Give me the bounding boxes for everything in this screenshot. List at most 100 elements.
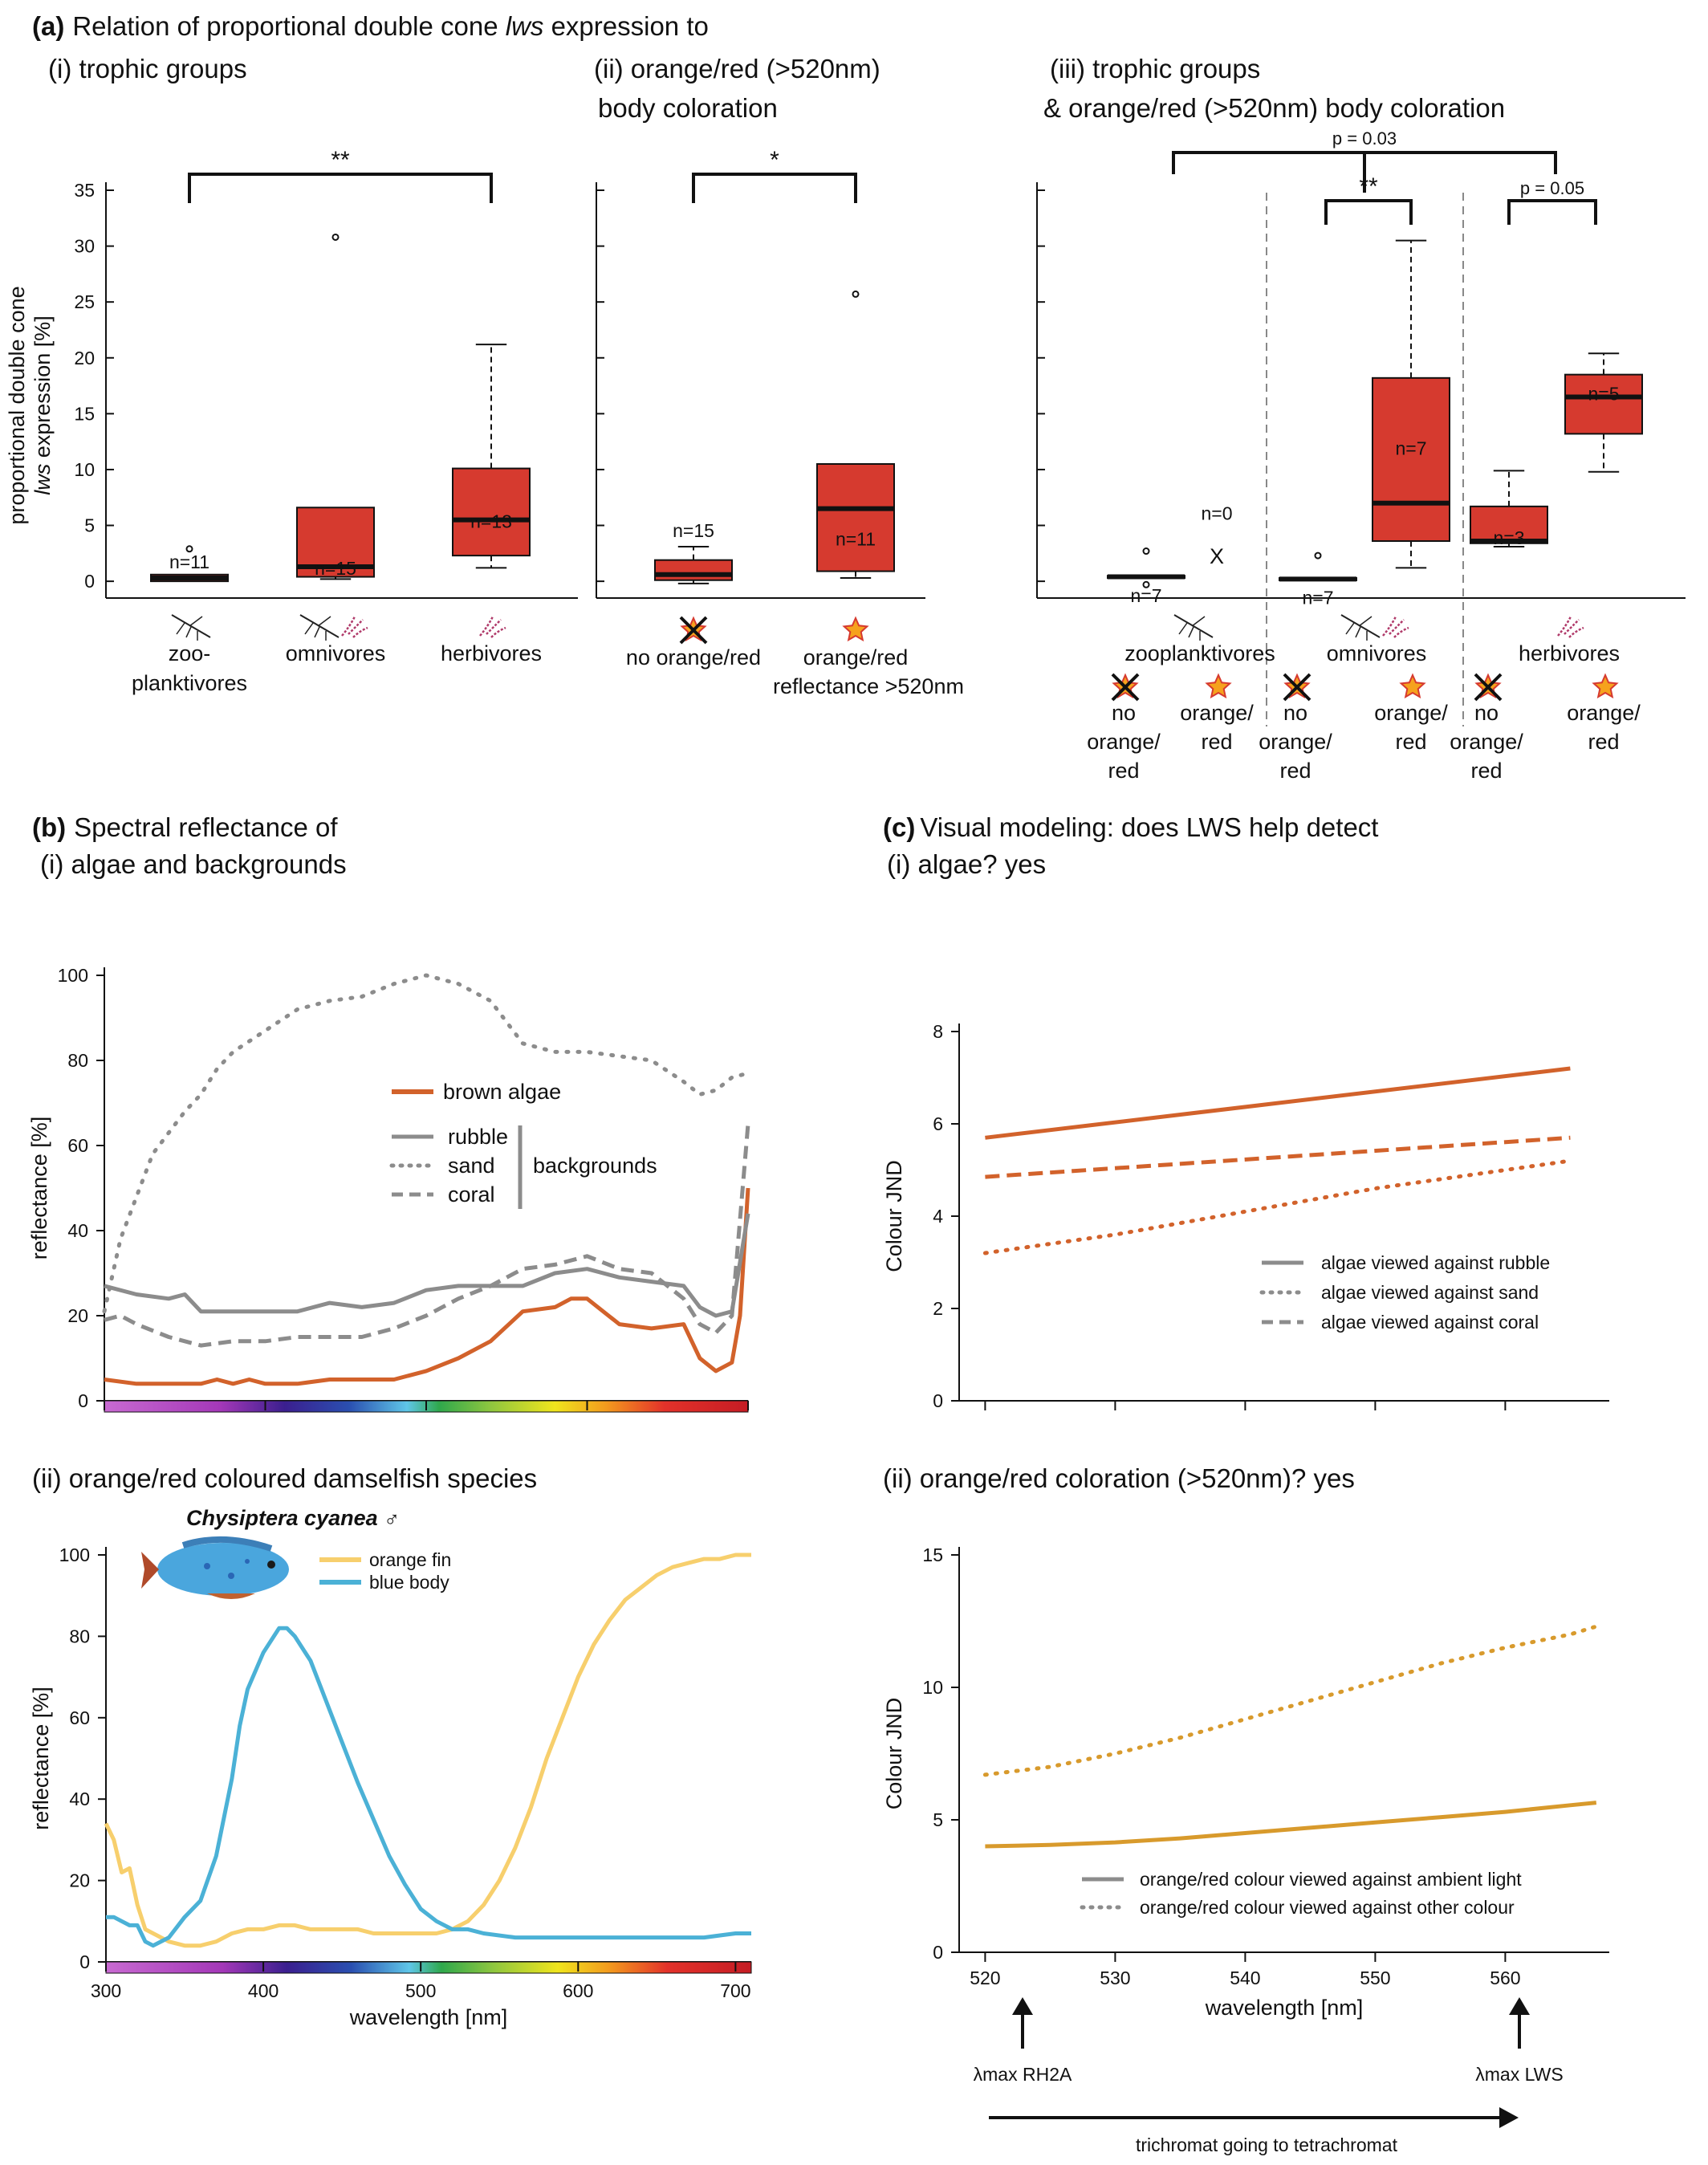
- sample-size-label: n=11: [836, 529, 876, 550]
- mosquito-icon: [299, 614, 340, 641]
- mosquito-body: [171, 614, 211, 638]
- significance-bracket: *: [692, 147, 857, 203]
- y-axis-label: reflectance [%]: [27, 1117, 51, 1260]
- y-tick-label: 10: [74, 459, 95, 480]
- sub-label-line3: red: [1279, 759, 1311, 783]
- mosquito-icon: [171, 614, 211, 641]
- species-sex-symbol: ♂: [384, 1508, 400, 1532]
- sub-label2-line2: red: [1201, 730, 1232, 754]
- box-plot: [452, 344, 531, 569]
- algae-fronds: [341, 616, 368, 638]
- sub-label-line2: orange/: [1259, 730, 1332, 754]
- mosquito-body: [1340, 614, 1381, 638]
- crossed-star-icon: [1283, 673, 1312, 702]
- panel-a-ylabel-line1: proportional double cone: [5, 286, 29, 524]
- legend-c-ii: orange/red colour viewed against ambient…: [1080, 1869, 1522, 1918]
- y-tick-label: 80: [69, 1626, 90, 1646]
- x-tick-label: 550: [1360, 1968, 1390, 1988]
- crossed-star-icon: [1474, 673, 1503, 702]
- star-icon: [1592, 673, 1619, 699]
- y-tick-label: 15: [922, 1544, 943, 1565]
- box-iqr: [1564, 373, 1643, 435]
- mosquito-leg: [304, 622, 314, 635]
- mosquito-leg: [1355, 626, 1361, 638]
- star-icon: [1205, 673, 1232, 699]
- bracket-line: [692, 173, 857, 203]
- y-tick-label: 6: [933, 1113, 943, 1134]
- mosquito-leg: [1345, 622, 1355, 635]
- series-line-orange-fin: [104, 1553, 751, 1948]
- panel-a-ylabel-lws: lws: [31, 464, 55, 495]
- x-tick-label: 520: [970, 1968, 1000, 1988]
- chart-a-ii: n=15 no orange/red n=11 orange/red reflectan…: [596, 147, 964, 698]
- chart-c-ii: 0 5 10 15 520 530 540 550 560 wavelength [nm] Colo…: [882, 1544, 1609, 2020]
- box-outlier: [185, 545, 193, 553]
- y-tick-label: 0: [933, 1942, 943, 1963]
- series-line-algae-viewed-against-sand: [982, 1158, 1572, 1255]
- y-tick-label: 30: [74, 236, 95, 257]
- y-tick-label: 20: [69, 1870, 90, 1891]
- sample-size-label: n=15: [315, 558, 356, 579]
- y-tick-label: 60: [67, 1135, 88, 1156]
- significance-bracket: p = 0.05: [1507, 178, 1597, 225]
- x-tick-label: 400: [248, 1980, 279, 2001]
- trichromat-arrow-head: [1499, 2107, 1519, 2128]
- y-axis-label: Colour JND: [882, 1160, 906, 1272]
- sub-label-line3: red: [1108, 759, 1139, 783]
- mosquito-leg: [1188, 626, 1194, 638]
- mosquito-wing: [1358, 616, 1372, 627]
- mosquito-leg: [1178, 622, 1188, 635]
- box-plot: [1470, 470, 1548, 547]
- panel-a-ii-title-line1: (ii) orange/red (>520nm): [594, 54, 880, 83]
- star-icon: [842, 616, 869, 642]
- chart-b-i: 0 20 40 60 80 100 reflectance [%]: [27, 965, 750, 1413]
- y-tick-label: 20: [67, 1305, 88, 1326]
- significance-label: **: [1359, 173, 1378, 200]
- bracket-line: [1324, 199, 1413, 225]
- y-tick-label: 0: [79, 1951, 90, 1972]
- legend-coral: coral: [448, 1182, 495, 1207]
- mosquito-icon: [1173, 614, 1214, 641]
- x-axis-label: wavelength [nm]: [349, 2005, 508, 2029]
- algae-fronds: [1557, 616, 1584, 638]
- y-tick-label: 5: [84, 515, 95, 536]
- sub-label2-line2: red: [1395, 730, 1426, 754]
- y-tick-label: 5: [933, 1809, 943, 1830]
- x-tick-label: 300: [91, 1980, 121, 2001]
- sub-label2-line1: orange/: [1180, 701, 1254, 725]
- fish-anal-fin: [207, 1593, 255, 1599]
- box-plot: [150, 545, 229, 583]
- panel-a-iii-title-line2: & orange/red (>520nm) body coloration: [1043, 93, 1505, 123]
- star-icon: [1399, 673, 1426, 699]
- legend-orange-fin: orange fin: [369, 1549, 451, 1570]
- y-tick-label: 0: [78, 1390, 88, 1411]
- fish-spot: [204, 1563, 210, 1569]
- panel-a-ii-title-line2: body coloration: [598, 93, 778, 123]
- legend-sand: sand: [448, 1154, 495, 1178]
- significance-bracket: p = 0.03: [1172, 128, 1557, 193]
- significance-label: **: [331, 147, 350, 173]
- significance-bracket: **: [188, 147, 493, 203]
- y-tick-label: 80: [67, 1050, 88, 1071]
- spectrum-bar: [105, 1961, 752, 1974]
- series-line-coral: [104, 1124, 750, 1348]
- panel-a-heading-pre: Relation of proportional double cone: [72, 11, 505, 41]
- legend-c-rubble: algae viewed against rubble: [1321, 1252, 1550, 1273]
- y-tick-label: 100: [58, 965, 88, 986]
- panel-a-iii-title-line1: (iii) trophic groups: [1050, 54, 1260, 83]
- series-line-orange-red-colour-viewed-against-other-colour: [982, 1624, 1599, 1777]
- box-plot: [1372, 239, 1450, 569]
- algae-fronds: [479, 616, 506, 638]
- mosquito-wing: [317, 616, 331, 627]
- panel-c-ii-title: (ii) orange/red coloration (>520nm)? yes: [883, 1463, 1355, 1493]
- series-line-rubble: [104, 1213, 750, 1318]
- y-tick-label: 40: [69, 1789, 90, 1809]
- algae-fronds: [1382, 616, 1409, 638]
- y-tick-label: 0: [84, 571, 95, 592]
- box-outlier: [331, 233, 340, 241]
- series-line-sand: [102, 973, 750, 1314]
- box-plot: [1564, 352, 1643, 473]
- sample-size-label: n=11: [169, 551, 209, 572]
- box-outlier: [1142, 580, 1150, 588]
- sub-label2-line1: orange/: [1374, 701, 1448, 725]
